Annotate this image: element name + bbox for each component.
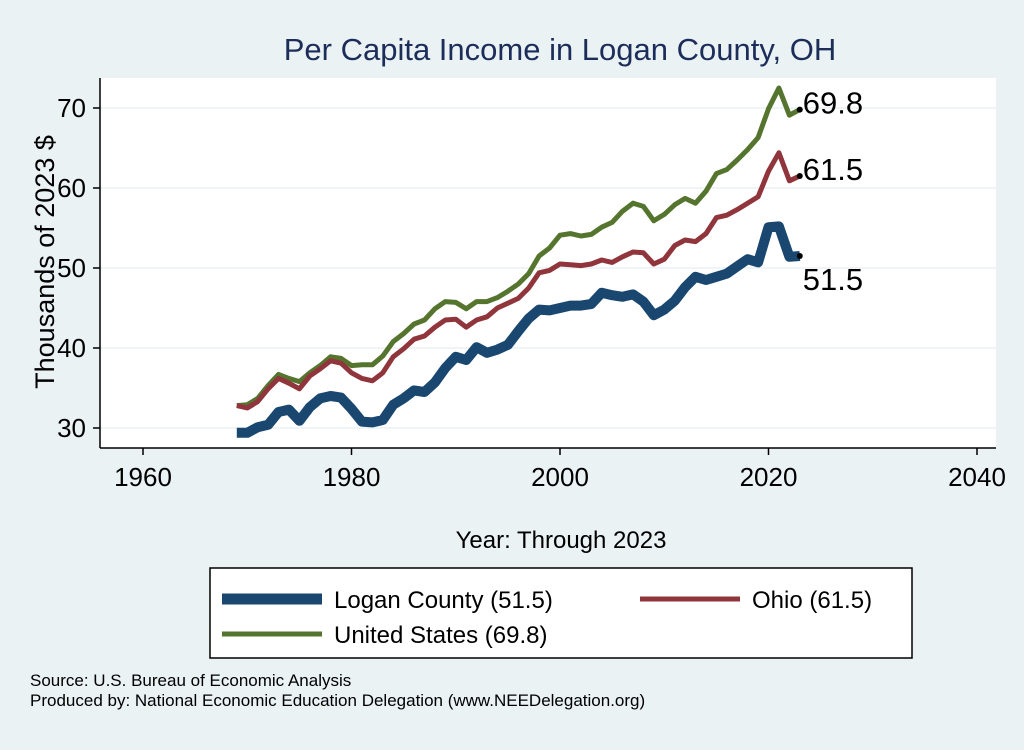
x-tick-label-2040: 2040 [948, 462, 1006, 492]
legend-label-logan-county: Logan County (51.5) [334, 587, 553, 614]
series-line-logan-county [236, 221, 801, 438]
end-marker-logan-county [796, 253, 803, 259]
source-note: Source: U.S. Bureau of Economic Analysis [30, 671, 352, 690]
end-label-logan-county: 51.5 [803, 262, 863, 297]
plot-area [100, 78, 996, 448]
series-line-ohio [236, 150, 801, 411]
series-line-united-states [236, 85, 801, 409]
end-marker-united-states [796, 106, 803, 113]
chart-title: Per Capita Income in Logan County, OH [284, 32, 837, 67]
y-axis-label: Thousands of 2023 $ [30, 135, 60, 389]
x-axis-label: Year: Through 2023 [456, 527, 667, 554]
x-tick-label-2000: 2000 [531, 462, 589, 492]
y-tick-label-50: 50 [57, 253, 86, 283]
end-labels: 51.5 61.5 69.8 [796, 86, 863, 297]
axes: 30 40 50 60 70 1960 1980 2000 2020 2040 [57, 78, 1006, 492]
y-tick-label-30: 30 [57, 413, 86, 443]
legend-label-united-states: United States (69.8) [334, 622, 547, 649]
y-tick-label-60: 60 [57, 173, 86, 203]
x-tick-label-1980: 1980 [323, 462, 381, 492]
x-tick-label-1960: 1960 [114, 462, 172, 492]
x-tick-label-2020: 2020 [740, 462, 798, 492]
series-layer [236, 85, 801, 438]
end-label-ohio: 61.5 [803, 152, 863, 187]
legend-box [209, 567, 913, 659]
end-marker-ohio [796, 173, 803, 179]
legend: Logan County (51.5) Ohio (61.5) United S… [209, 567, 913, 659]
legend-label-ohio: Ohio (61.5) [752, 587, 872, 614]
producer-note: Produced by: National Economic Education… [30, 691, 646, 710]
gridlines [100, 107, 996, 429]
end-label-united-states: 69.8 [803, 86, 863, 121]
y-tick-label-40: 40 [57, 333, 86, 363]
y-tick-label-70: 70 [57, 93, 86, 123]
